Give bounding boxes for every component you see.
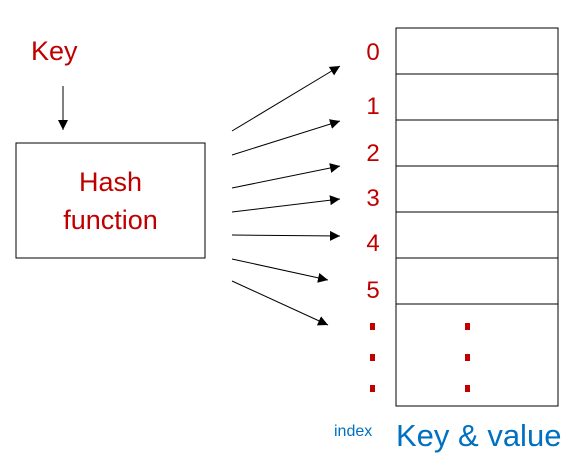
- index-numbers: 0 1 2 3 4 5: [366, 39, 379, 304]
- key-value-label: Key & value: [396, 418, 561, 453]
- arrow-to-index-0: [231, 65, 341, 132]
- index-ellipsis: [370, 323, 375, 392]
- table-row-5: [395, 257, 559, 305]
- index-ellipsis-dot: [370, 385, 375, 392]
- table-row-1: [395, 73, 559, 121]
- arrow-to-index-5: [231, 258, 329, 283]
- arrow-to-index-more: [231, 280, 329, 326]
- index-label: index: [334, 423, 372, 440]
- arrow-to-index-2: [231, 163, 341, 189]
- hash-output-arrows: [231, 65, 341, 326]
- index-5: 5: [366, 277, 379, 304]
- table-ellipsis: [465, 323, 470, 392]
- table-row-2: [395, 119, 559, 167]
- hash-function-label-line2: function: [63, 205, 158, 235]
- table-ellipsis-dot: [465, 323, 470, 330]
- table-ellipsis-dot: [465, 354, 470, 361]
- index-3: 3: [366, 185, 379, 212]
- index-1: 1: [366, 93, 379, 120]
- index-ellipsis-dot: [370, 354, 375, 361]
- arrow-to-index-1: [231, 119, 341, 156]
- table-row-3: [395, 165, 559, 213]
- key-label: Key: [31, 36, 78, 66]
- index-2: 2: [366, 140, 379, 167]
- index-ellipsis-dot: [370, 323, 375, 330]
- table-ellipsis-dot: [465, 385, 470, 392]
- arrow-to-index-4: [231, 230, 341, 241]
- table-row-0: [395, 27, 559, 75]
- index-4: 4: [366, 230, 379, 257]
- hash-function-label-line1: Hash: [79, 167, 142, 197]
- key-value-table: [395, 27, 559, 407]
- hash-function-box: [15, 142, 206, 259]
- index-0: 0: [366, 39, 379, 66]
- table-row-4: [395, 211, 559, 259]
- arrow-to-index-3: [231, 195, 341, 213]
- table-row-more: [395, 303, 559, 407]
